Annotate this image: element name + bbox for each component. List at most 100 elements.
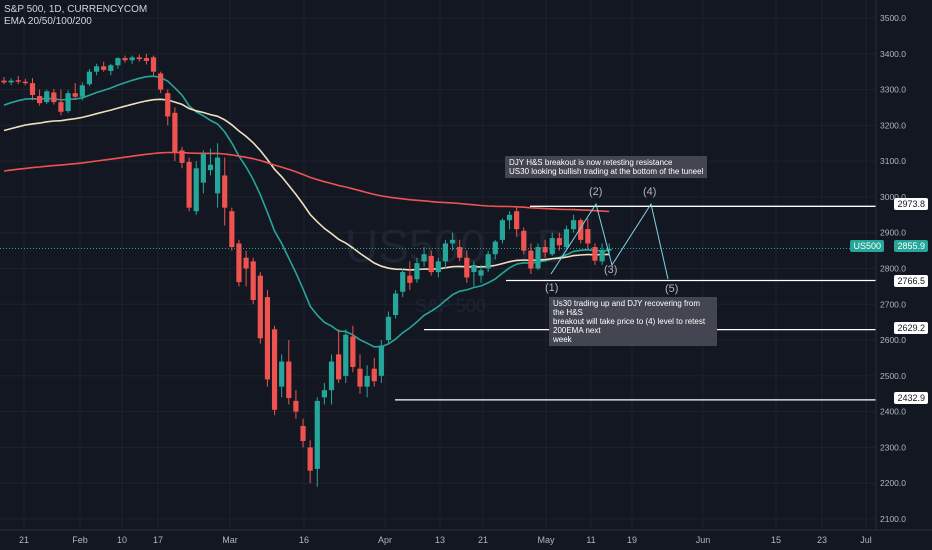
level-tag-1: 2973.8 — [894, 198, 928, 210]
indicator-legend[interactable]: EMA 20/50/100/200 — [4, 16, 92, 27]
candle — [264, 289, 271, 387]
candle-body — [65, 93, 71, 112]
candle — [236, 239, 242, 287]
candle — [449, 232, 456, 251]
symbol-title[interactable]: S&P 500, 1D, CURRENCYCOM — [4, 4, 148, 15]
candle — [542, 239, 548, 258]
price-tick-label: 2500.0 — [880, 371, 906, 381]
candle-body — [449, 239, 456, 244]
current-price-tag: 2855.9 — [894, 240, 928, 252]
candle — [93, 63, 100, 76]
candle — [136, 54, 142, 62]
candle — [179, 146, 185, 169]
candle — [101, 61, 107, 72]
candle — [250, 257, 256, 305]
candle-body — [158, 73, 164, 90]
candle-body — [279, 361, 285, 387]
candle-body — [79, 85, 85, 97]
candle — [514, 207, 520, 237]
candle-body — [108, 65, 114, 71]
candle-body — [492, 241, 498, 255]
wave-label-4: (4) — [643, 186, 657, 198]
time-tick-label: Jun — [696, 535, 711, 545]
price-tick-label: 2200.0 — [880, 478, 906, 488]
candle — [585, 218, 591, 249]
time-tick-label: 21 — [478, 535, 488, 545]
candle-body — [371, 368, 377, 382]
price-axis: 3500.0 3400.0 3300.0 3200.0 3100.0 3000.0 2900… — [875, 0, 906, 530]
candle — [464, 250, 470, 283]
candle-body — [307, 447, 313, 471]
candle — [207, 148, 214, 176]
time-tick-label: 13 — [435, 535, 445, 545]
candle-body — [563, 229, 570, 248]
price-tick-label: 3200.0 — [880, 120, 906, 130]
candle-body — [229, 211, 235, 248]
candle-body — [300, 425, 306, 441]
time-tick-label: Feb — [72, 535, 88, 545]
candle-body — [400, 272, 406, 292]
time-tick-label: 19 — [627, 535, 637, 545]
candle — [215, 143, 221, 208]
candle — [165, 89, 171, 126]
time-tick-label: Mar — [222, 535, 238, 545]
candle — [492, 239, 498, 260]
candle — [186, 157, 192, 212]
candle-body — [129, 57, 135, 61]
candle-body — [485, 254, 491, 269]
candle-body — [357, 368, 363, 387]
candle-body — [29, 83, 36, 95]
candle-body — [414, 263, 420, 280]
candle-body — [172, 112, 178, 153]
annotation-bottom[interactable]: Us30 trading up and DJY recovering from … — [549, 297, 717, 346]
candle — [222, 157, 228, 226]
price-tick-label: 2400.0 — [880, 407, 906, 417]
annotation-top[interactable]: DJY H&S breakout is now retesting resist… — [505, 156, 708, 178]
candle — [65, 90, 71, 113]
candle — [229, 207, 235, 251]
candle-body — [93, 66, 100, 72]
candle-body — [150, 57, 157, 72]
candle-body — [286, 361, 292, 399]
price-tick-label: 2800.0 — [880, 264, 906, 274]
time-tick-label: 10 — [117, 535, 127, 545]
candle — [407, 261, 413, 290]
candle — [535, 243, 541, 271]
candle — [129, 55, 135, 64]
candle-body — [15, 80, 21, 82]
candle-body — [442, 243, 449, 262]
candle — [172, 107, 178, 162]
price-tick-label: 2900.0 — [880, 228, 906, 238]
candle — [428, 250, 434, 276]
candle-body — [250, 261, 256, 300]
candle-body — [343, 334, 349, 376]
candle — [471, 261, 477, 287]
candle — [506, 211, 513, 230]
candle-body — [385, 316, 392, 341]
candle-body — [8, 80, 14, 83]
candle-body — [186, 161, 192, 208]
candle — [15, 75, 21, 84]
candle — [44, 89, 50, 104]
candle-body — [499, 220, 505, 240]
candle — [300, 418, 306, 448]
time-tick-label: May — [537, 535, 555, 545]
candle — [556, 232, 562, 251]
level-tag-2: 2766.5 — [894, 275, 928, 287]
candle-body — [556, 238, 562, 246]
candle-body — [542, 247, 548, 253]
ema-20-line — [3, 75, 610, 348]
ema-lines — [3, 75, 610, 348]
candle-body — [606, 248, 612, 251]
candle-body — [193, 168, 199, 212]
price-tick-label: 3100.0 — [880, 156, 906, 166]
candle — [350, 325, 356, 373]
candle — [457, 239, 463, 262]
candle-body — [44, 91, 50, 103]
candle-body — [364, 375, 370, 387]
candle — [343, 329, 349, 384]
candle — [592, 243, 598, 265]
candle — [286, 340, 292, 405]
